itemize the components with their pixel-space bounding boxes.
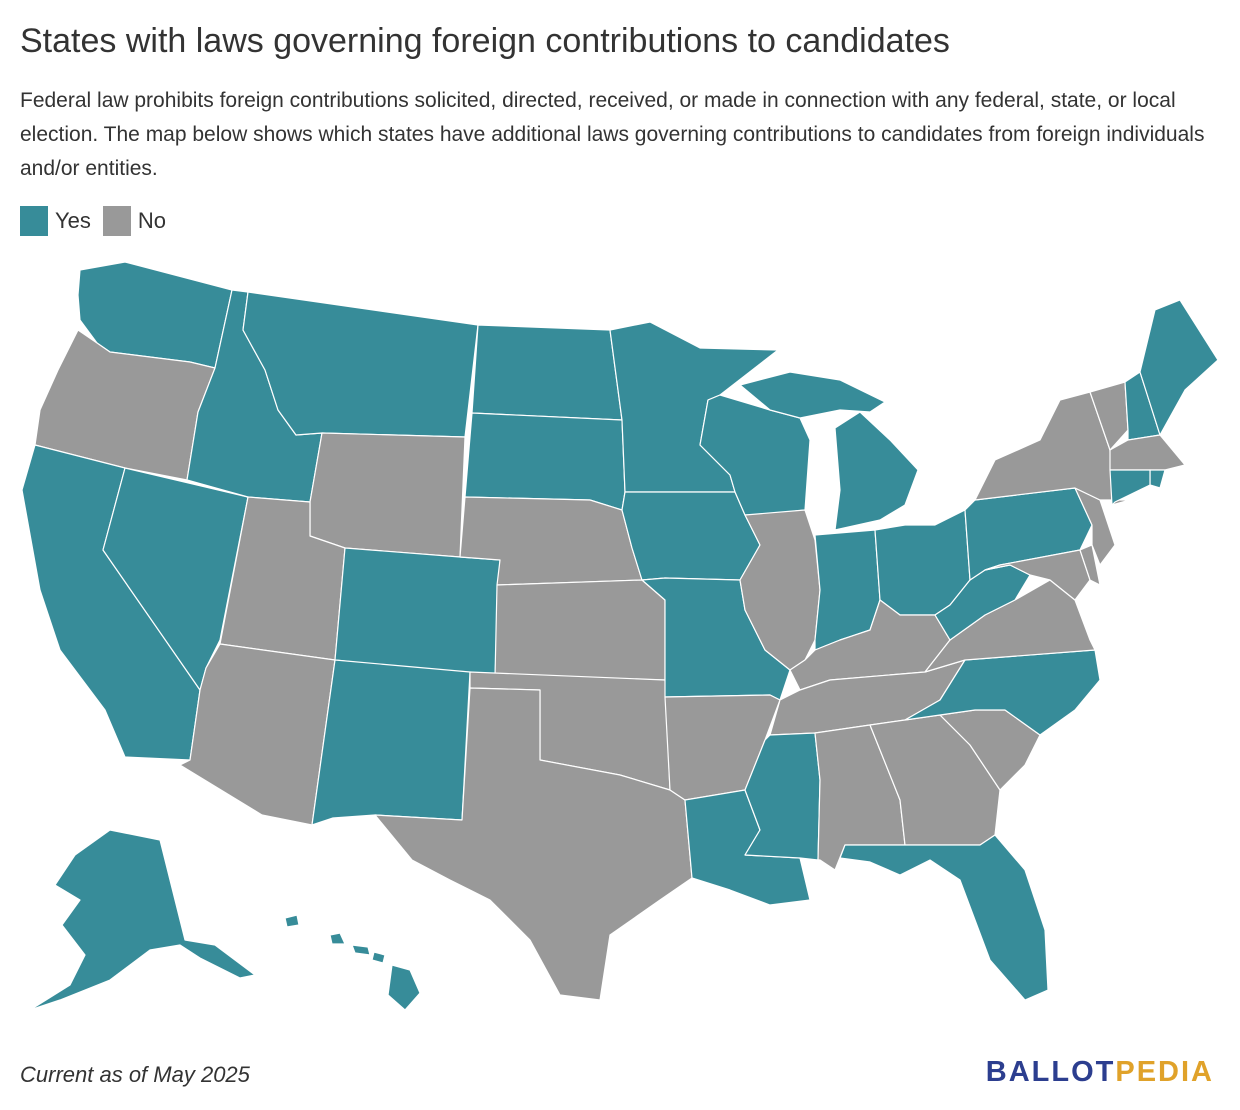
logo-part2: PEDIA <box>1115 1056 1214 1088</box>
state-north-carolina <box>904 649 1101 736</box>
legend-label-no: No <box>137 208 167 233</box>
page-title: States with laws governing foreign contr… <box>20 22 950 60</box>
state-florida <box>839 834 1049 1001</box>
state-texas <box>374 687 693 1001</box>
logo-part1: BALLOT <box>985 1056 1116 1088</box>
legend-swatch-yes <box>20 206 48 236</box>
us-states-map <box>21 261 1219 1011</box>
state-alaska <box>29 829 256 1011</box>
state-south-dakota <box>464 412 626 511</box>
state-wyoming <box>309 432 466 558</box>
ballotpedia-logo: BALLOTPEDIA <box>986 1056 1214 1089</box>
legend-label-yes: Yes <box>55 208 91 233</box>
state-michigan <box>739 371 919 531</box>
state-montana <box>242 291 479 438</box>
state-delaware <box>1079 544 1101 586</box>
legend-swatch-no <box>102 206 131 236</box>
legend: Yes No <box>20 206 178 236</box>
state-connecticut <box>1109 469 1151 506</box>
state-hawaii <box>284 914 421 1011</box>
state-colorado <box>334 547 501 678</box>
state-maryland <box>984 549 1091 601</box>
legend-item-yes: Yes <box>20 206 91 236</box>
footnote: Current as of May 2025 <box>20 1062 250 1087</box>
state-massachusetts <box>1109 434 1186 471</box>
legend-item-no: No <box>102 206 167 236</box>
map-description: Federal law prohibits foreign contributi… <box>20 89 1205 180</box>
state-iowa <box>621 491 761 581</box>
state-rhode-island <box>1149 469 1166 489</box>
state-north-dakota <box>471 324 623 421</box>
state-new-mexico <box>311 659 471 826</box>
state-kansas <box>494 579 666 681</box>
